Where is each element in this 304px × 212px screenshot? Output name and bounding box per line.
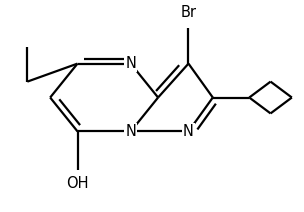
Text: N: N <box>183 124 194 139</box>
Text: N: N <box>125 56 136 71</box>
Text: OH: OH <box>66 176 89 191</box>
Text: N: N <box>125 124 136 139</box>
Text: Br: Br <box>181 5 196 20</box>
